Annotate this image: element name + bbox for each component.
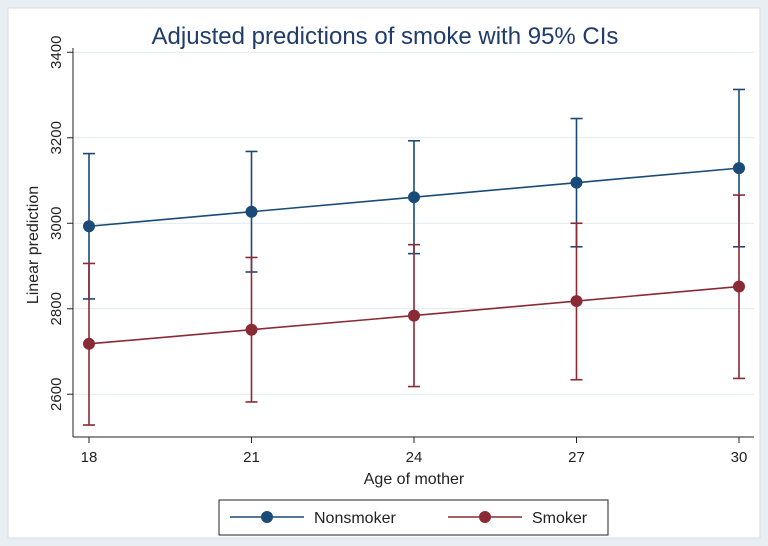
- x-tick-label-30: 30: [731, 449, 748, 466]
- smoker-point-21: [245, 323, 258, 336]
- smoker-point-18: [83, 337, 95, 350]
- smoker-point-27: [570, 295, 583, 308]
- legend: Nonsmoker Smoker: [218, 499, 609, 536]
- legend-marker-smoker: [479, 511, 491, 523]
- x-tick-label-27: 27: [568, 449, 585, 466]
- legend-label-nonsmoker: Nonsmoker: [314, 510, 396, 527]
- series-layer: [83, 88, 745, 426]
- y-tick-label-3400: 3400: [48, 36, 65, 69]
- legend-marker-nonsmoker: [261, 511, 273, 523]
- y-tick-label-3000: 3000: [48, 207, 65, 240]
- smoker-point-24: [408, 309, 420, 322]
- plot-background: [7, 7, 761, 539]
- nonsmoker-point-21: [245, 205, 258, 218]
- y-tick-label-2800: 2800: [48, 292, 65, 325]
- x-axis-ticks: 18 21 24 27 30: [81, 437, 748, 466]
- x-axis-label: Age of mother: [364, 471, 465, 488]
- x-tick-label-24: 24: [406, 449, 423, 466]
- x-tick-label-18: 18: [81, 449, 98, 466]
- nonsmoker-point-24: [408, 191, 420, 204]
- legend-label-smoker: Smoker: [532, 510, 588, 527]
- nonsmoker-point-27: [570, 176, 583, 189]
- smoker-point-30: [733, 280, 745, 293]
- y-axis-label: Linear prediction: [25, 186, 42, 304]
- chart-title: Adjusted predictions of smoke with 95% C…: [152, 23, 619, 50]
- y-axis-ticks: 2600 2800 3000 3200 3400: [48, 36, 73, 411]
- y-tick-label-3200: 3200: [48, 121, 65, 154]
- y-tick-label-2600: 2600: [48, 378, 65, 411]
- x-tick-label-21: 21: [243, 449, 260, 466]
- nonsmoker-point-18: [83, 220, 95, 233]
- nonsmoker-point-30: [733, 162, 745, 175]
